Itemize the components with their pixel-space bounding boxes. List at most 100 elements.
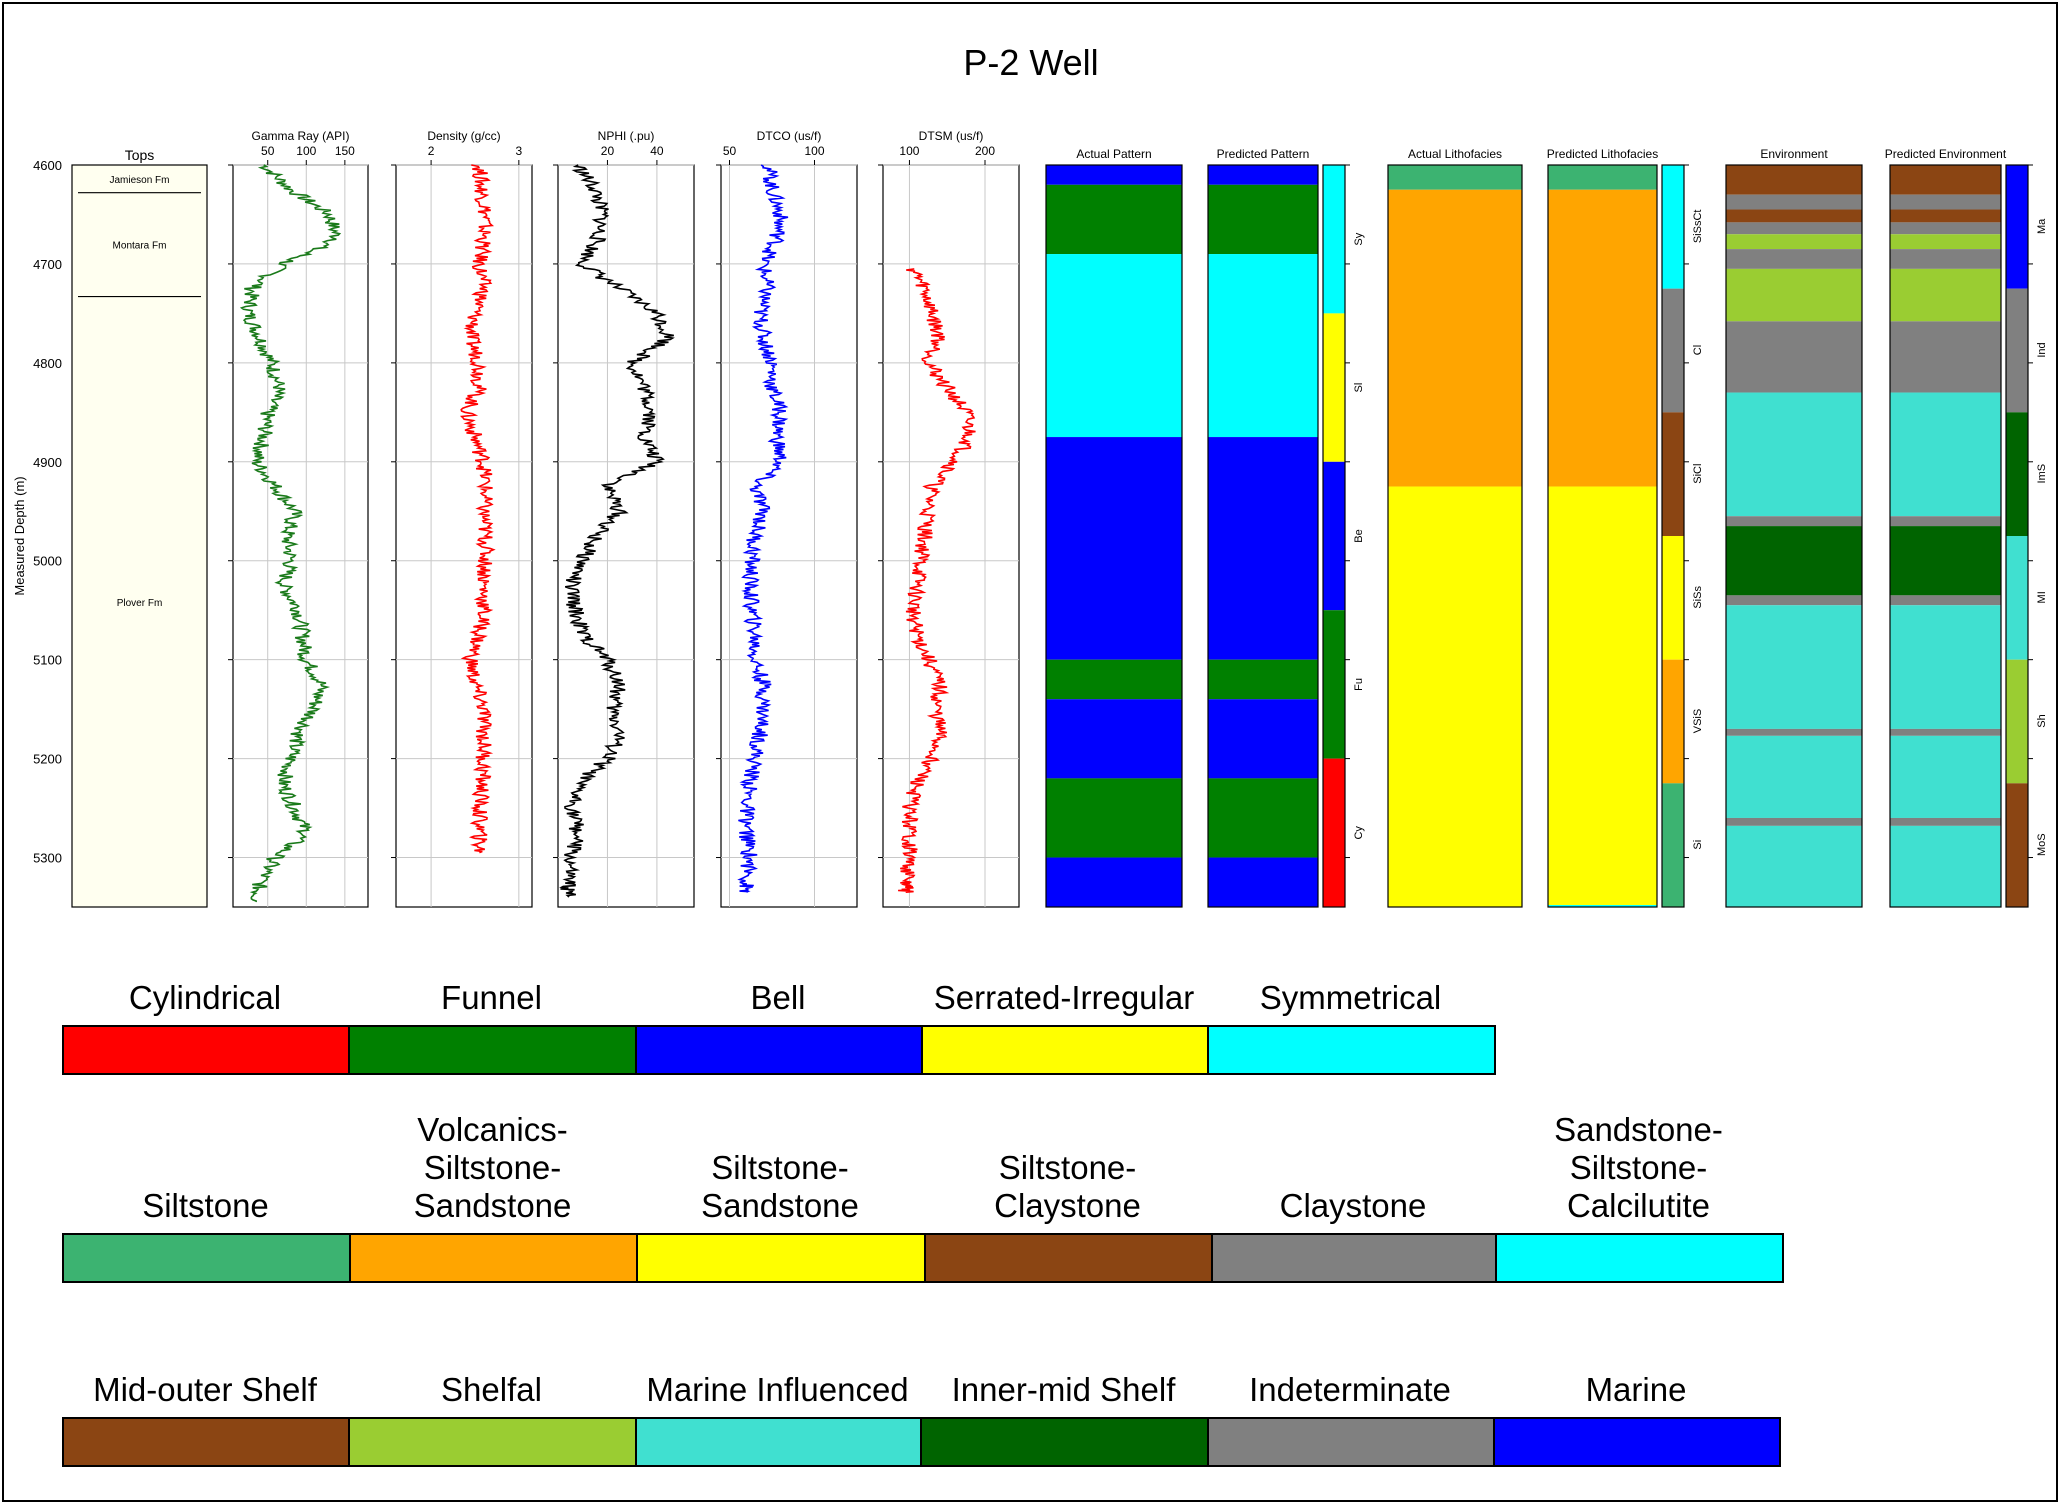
interval-block: [2006, 165, 2028, 289]
track-class-label: SiSsCt: [1692, 210, 1704, 244]
track-title: Predicted Lithofacies: [1547, 147, 1658, 161]
interval-block: [1323, 165, 1345, 314]
interval-block: [1046, 857, 1182, 907]
interval-block: [1046, 699, 1182, 779]
interval-block: [1046, 659, 1182, 700]
curve-track: [720, 164, 858, 908]
interval-block: [1548, 486, 1657, 906]
track-class-label: Be: [1353, 529, 1365, 542]
interval-block: [1046, 437, 1182, 660]
curve-track: [395, 164, 533, 908]
track-border: [2005, 164, 2029, 908]
interval-block: [1726, 817, 1862, 826]
interval-block: [1726, 825, 1862, 907]
interval-block: [1890, 605, 2001, 729]
depth-tick-label: 4900: [33, 455, 62, 470]
depth-tick-label: 4700: [33, 257, 62, 272]
track-border: [1889, 164, 2002, 908]
interval-block: [2006, 412, 2028, 536]
interval-block: [1726, 222, 1862, 235]
interval-block: [1662, 165, 1684, 289]
interval-block: [1388, 165, 1522, 190]
chart-title: P-2 Well: [963, 42, 1098, 83]
interval-block: [1890, 728, 2001, 736]
interval-block: [1890, 516, 2001, 527]
curve-title: DTCO (us/f): [757, 129, 822, 143]
interval-block: [1046, 254, 1182, 438]
interval-block: [1662, 536, 1684, 660]
track-border: [1547, 164, 1658, 908]
x-tick-label: 100: [296, 144, 316, 158]
track-title: Predicted Pattern: [1217, 147, 1310, 161]
interval-block: [1726, 268, 1862, 322]
track-title: Environment: [1760, 147, 1828, 161]
interval-block: [1890, 817, 2001, 826]
interval-block: [1662, 412, 1684, 536]
track-border: [1207, 164, 1319, 908]
interval-block: [1726, 526, 1862, 596]
interval-block: [1208, 437, 1318, 660]
interval-block: [1890, 234, 2001, 250]
depth-tick-label: 5200: [33, 752, 62, 767]
interval-block: [1890, 595, 2001, 606]
interval-block: [1323, 610, 1345, 759]
interval-block: [1323, 313, 1345, 462]
depth-tick-label: 5100: [33, 653, 62, 668]
interval-block: [1726, 516, 1862, 527]
track-class-label: Sl: [1353, 383, 1365, 393]
interval-block: [1890, 249, 2001, 269]
interval-block: [1548, 189, 1657, 487]
depth-tick-label: 5300: [33, 851, 62, 866]
curve-line: [898, 268, 976, 893]
curve-track: [882, 164, 1020, 908]
track-border: [1045, 164, 1183, 908]
x-tick-label: 150: [335, 144, 355, 158]
track-class-label: Ind: [2036, 342, 2048, 357]
track-class-label: Si: [1692, 840, 1704, 850]
interval-block: [1890, 392, 2001, 517]
interval-block: [2006, 659, 2028, 784]
interval-block: [1890, 526, 2001, 596]
interval-block: [1726, 165, 1862, 195]
interval-block: [1726, 605, 1862, 729]
interval-block: [1890, 222, 2001, 235]
track-class-label: Sh: [2036, 714, 2048, 727]
curve-line: [559, 164, 675, 898]
interval-block: [1890, 825, 2001, 907]
track-class-label: Cl: [1692, 345, 1704, 355]
curve-title: Density (g/cc): [427, 129, 500, 143]
curve-title: NPHI (.pu): [598, 129, 655, 143]
interval-block: [2006, 783, 2028, 907]
interval-block: [1726, 392, 1862, 517]
interval-block: [2006, 536, 2028, 660]
interval-block: [1890, 321, 2001, 393]
track-class-label: ImS: [2036, 464, 2048, 484]
x-tick-label: 3: [515, 144, 522, 158]
tops-title: Tops: [125, 147, 155, 163]
formation-label: Montara Fm: [113, 241, 167, 252]
interval-block: [1726, 209, 1862, 223]
interval-block: [1662, 659, 1684, 784]
track-class-label: Fu: [1353, 678, 1365, 691]
curve-line: [459, 164, 496, 854]
track-border: [1322, 164, 1346, 908]
interval-block: [1208, 699, 1318, 779]
interval-block: [1662, 783, 1684, 907]
interval-block: [1548, 165, 1657, 190]
track-class-label: SiCl: [1692, 464, 1704, 484]
interval-block: [1890, 165, 2001, 195]
x-tick-label: 100: [804, 144, 824, 158]
interval-block: [1726, 728, 1862, 736]
track-class-label: MoS: [2036, 833, 2048, 856]
interval-block: [1208, 184, 1318, 255]
interval-block: [1046, 184, 1182, 255]
y-axis-label: Measured Depth (m): [12, 476, 27, 595]
interval-block: [1890, 209, 2001, 223]
track-border: [1661, 164, 1685, 908]
interval-block: [1548, 905, 1657, 907]
track-title: Predicted Environment: [1885, 147, 2007, 161]
interval-block: [1208, 659, 1318, 700]
track-class-label: SiSs: [1692, 586, 1704, 609]
